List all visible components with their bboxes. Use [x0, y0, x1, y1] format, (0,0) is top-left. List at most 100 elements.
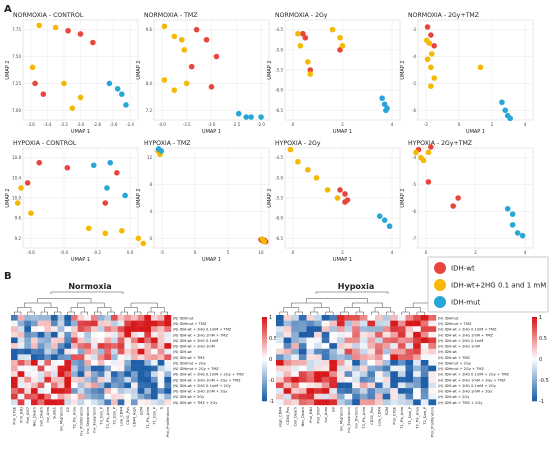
y-tick-label: -5.5 [275, 196, 283, 201]
heatmap-cell [367, 371, 376, 378]
heatmap-cell [44, 348, 52, 355]
heatmap-cell [413, 382, 421, 389]
heatmap-cell [77, 348, 85, 355]
heatmap-cells [11, 315, 172, 406]
colorbar-segment [532, 365, 537, 368]
data-point [213, 53, 220, 60]
heatmap-cell [276, 399, 284, 406]
heatmap-cell [390, 371, 399, 378]
heatmap-cell [359, 371, 368, 378]
heatmap-cell [17, 354, 25, 361]
x-tick-label: 4 [524, 122, 527, 127]
heatmap-cell [51, 365, 58, 372]
heatmap-cell [420, 371, 429, 378]
y-axis-label: UMAP 2 [267, 60, 273, 79]
heatmap-cell [164, 354, 172, 361]
x-axis-label: UMAP 1 [202, 129, 221, 135]
x-tick-label: -4.0 [158, 122, 166, 127]
heatmap-cell [84, 360, 92, 366]
colorbar-segment [262, 329, 267, 332]
heatmap-cell [44, 360, 52, 366]
heatmap-cell [413, 399, 421, 406]
heatmap-cell [11, 343, 18, 349]
colorbar-tick-label: 0.5 [269, 336, 277, 342]
heatmap-cell [104, 348, 112, 355]
heatmap-cell [57, 337, 65, 344]
heatmap-cell [375, 376, 383, 383]
heatmap-cell [314, 365, 322, 372]
data-point [208, 84, 215, 90]
heatmap-cell [367, 399, 376, 406]
heatmap-cell [397, 320, 406, 327]
umap-panel-3: NORMOXIA - 2Gy 0 2 4 -4.5 -5.0 -5.5 -6.0 -6.5 UMA… [267, 12, 401, 135]
heatmap-cell [314, 360, 322, 366]
heatmap-cell [137, 365, 145, 372]
dendrogram-branch [54, 311, 62, 316]
column-dendrogram [279, 291, 433, 316]
heatmap-cell [336, 326, 345, 333]
heatmap-cell [336, 365, 345, 372]
heatmap-cell [117, 376, 125, 383]
row-label: (N) IDH-wt + TMZ + 2Gy [173, 401, 218, 405]
heatmap-cell [91, 320, 98, 327]
heatmap-cell [71, 360, 78, 366]
heatmap-cell [382, 371, 391, 378]
heatmap-cell [111, 354, 118, 361]
colorbar-segment [262, 356, 267, 360]
column-label: G2M [139, 407, 143, 415]
heatmap-cell [51, 388, 58, 394]
heatmap-cell [164, 348, 172, 355]
y-tick-label: -7 [412, 236, 416, 241]
heatmap-cell [77, 388, 85, 394]
column-label: Inv_Migration [59, 407, 63, 431]
heatmap-cell [111, 388, 118, 394]
colorbar-segment [262, 369, 267, 372]
dendrogram-root [50, 291, 124, 294]
data-point [477, 64, 484, 71]
heatmap-cell [104, 354, 112, 361]
heatmap-cell [413, 343, 421, 349]
colorbar-segment [532, 340, 537, 343]
row-label: (H) IDH-wt + 2HG 0.1mM + 2Gy [438, 384, 497, 388]
heatmap-cell [104, 320, 112, 327]
dendrogram-branch [107, 311, 115, 316]
y-axis-label: UMAP 2 [5, 188, 11, 207]
colorbar-segment [262, 382, 267, 385]
heatmap-cell [117, 371, 125, 378]
column-label: Cell_Death [294, 407, 298, 426]
heatmap-cell [131, 399, 138, 406]
data-point [307, 67, 314, 73]
heatmap-cell [428, 393, 437, 400]
row-label: (N) IDH-wt + 2HG 1mM [173, 345, 215, 349]
heatmap-cell [164, 399, 172, 406]
heatmap-cell [144, 376, 152, 383]
heatmap-cell [306, 315, 315, 321]
x-tick-label: -3.2 [60, 122, 68, 127]
heatmap-cell [17, 337, 25, 344]
heatmap-normoxia: Normoxia (N) IDHmut (N) IDHmut + TMZ (N) ID… [11, 282, 279, 437]
x-axis-label: UMAP 1 [71, 129, 90, 135]
heatmap-cell [144, 354, 152, 361]
heatmap-cell [157, 337, 165, 344]
heatmap-cell [291, 348, 300, 355]
x-tick-label: 10 [259, 250, 265, 255]
heatmap-cell [352, 331, 361, 338]
heatmap-cell [11, 399, 18, 406]
heatmap-cell [104, 360, 112, 366]
heatmap-cell [336, 399, 345, 406]
heatmap-cell [344, 354, 353, 361]
heatmap-cell [375, 326, 383, 333]
data-point [24, 180, 31, 186]
heatmap-cell [37, 343, 45, 349]
data-point [381, 101, 388, 108]
heatmap-cell [104, 399, 112, 406]
heatmap-cell [291, 343, 300, 349]
heatmap-cell [306, 376, 315, 383]
colorbar-tick-label: 0 [539, 357, 542, 363]
heatmap-cell [117, 343, 125, 349]
y-tick-label: -5 [412, 182, 416, 187]
heatmap-cell [367, 320, 376, 327]
heatmap-cell [321, 337, 330, 344]
heatmap-cell [413, 320, 421, 327]
heatmap-cell [344, 365, 353, 372]
